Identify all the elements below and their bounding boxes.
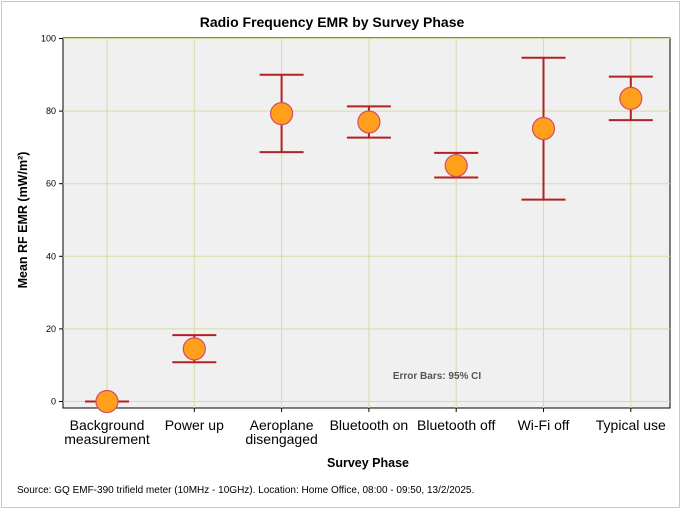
y-axis-ticks: 0 20 40 60 80 100 (41, 34, 63, 407)
data-point (95, 389, 119, 414)
data-point (444, 153, 468, 178)
x-axis-ticks: Background measurement Power up Aeroplane di… (64, 408, 666, 447)
x-tick-label: Typical use (596, 417, 666, 433)
y-tick-label: 20 (46, 324, 56, 334)
error-bars-annotation: Error Bars: 95% CI (393, 371, 482, 382)
data-point (531, 116, 556, 141)
y-tick-label: 80 (46, 106, 56, 116)
y-tick-label: 100 (41, 34, 56, 44)
x-tick-label: Power up (165, 417, 224, 433)
x-tick-label: Bluetooth on (330, 417, 409, 433)
x-tick-label: Aeroplane disengaged (245, 417, 317, 447)
data-point (619, 86, 643, 110)
x-tick-label: Wi-Fi off (518, 417, 570, 433)
y-tick-label: 0 (51, 397, 56, 407)
y-axis-title: Mean RF EMR (mW/m²) (16, 152, 30, 289)
data-point (182, 337, 206, 361)
x-tick-label: Background measurement (64, 417, 150, 447)
data-point (270, 102, 294, 126)
y-tick-label: 60 (46, 179, 56, 189)
x-axis-title: Survey Phase (327, 456, 409, 470)
data-point (357, 110, 381, 134)
chart-title: Radio Frequency EMR by Survey Phase (200, 14, 465, 30)
y-tick-label: 40 (46, 251, 56, 261)
data-points (95, 86, 643, 414)
x-tick-label: Bluetooth off (417, 417, 495, 433)
plot-area (62, 37, 671, 409)
source-note: Source: GQ EMF-390 trifield meter (10MHz… (17, 485, 474, 496)
